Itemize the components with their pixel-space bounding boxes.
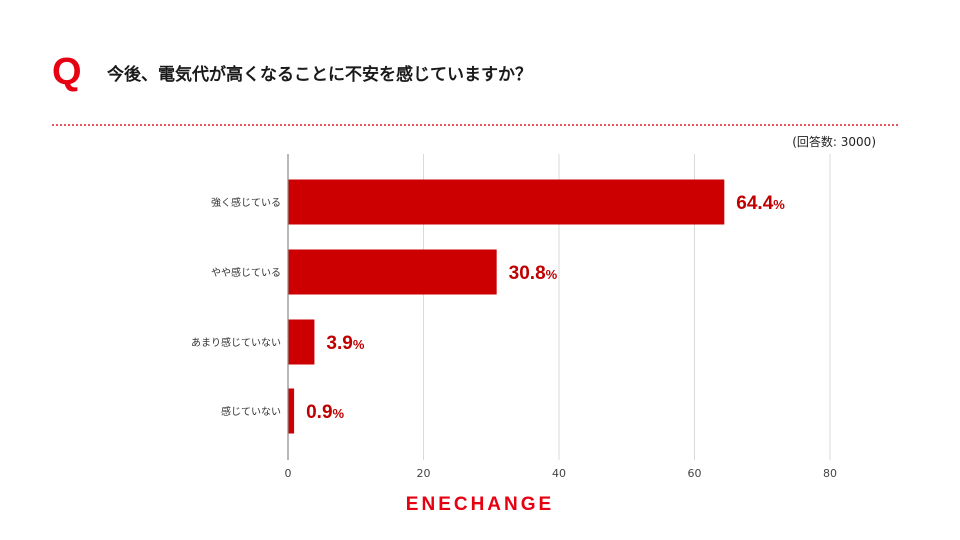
bar bbox=[288, 319, 315, 365]
dotted-divider bbox=[52, 124, 898, 126]
value-label: 30.8% bbox=[509, 263, 558, 284]
x-tick-label: 80 bbox=[823, 467, 837, 480]
value-number: 0.9 bbox=[306, 402, 332, 423]
bar bbox=[288, 249, 497, 295]
bar bbox=[288, 388, 295, 434]
value-percent: % bbox=[333, 406, 345, 421]
question-mark-q: Q bbox=[52, 51, 82, 93]
value-labels: 64.4%30.8%3.9%0.9% bbox=[306, 193, 785, 423]
value-label: 64.4% bbox=[736, 193, 785, 214]
value-number: 64.4 bbox=[736, 193, 773, 214]
value-number: 30.8 bbox=[509, 263, 546, 284]
x-tick-label: 20 bbox=[417, 467, 431, 480]
bars bbox=[288, 179, 725, 434]
question-text: 今後、電気代が高くなることに不安を感じていますか？ bbox=[107, 65, 532, 85]
category-label: やや感じている bbox=[211, 266, 281, 279]
value-label: 0.9% bbox=[306, 402, 344, 423]
value-percent: % bbox=[546, 267, 558, 282]
enechange-logo: ENECHANGE bbox=[405, 494, 555, 515]
x-tick-label: 40 bbox=[552, 467, 566, 480]
respondents-note: (回答数: 3000) bbox=[792, 135, 876, 149]
value-label: 3.9% bbox=[326, 333, 364, 354]
x-tick-label: 0 bbox=[285, 467, 292, 480]
category-label: あまり感じていない bbox=[191, 336, 281, 349]
category-label: 感じていない bbox=[221, 405, 281, 418]
x-tick-labels: 0 20 40 60 80 bbox=[285, 467, 838, 480]
value-number: 3.9 bbox=[326, 333, 352, 354]
bar bbox=[288, 179, 725, 225]
category-label: 強く感じている bbox=[211, 196, 281, 209]
x-tick-label: 60 bbox=[688, 467, 702, 480]
value-percent: % bbox=[353, 337, 365, 352]
value-percent: % bbox=[773, 197, 785, 212]
